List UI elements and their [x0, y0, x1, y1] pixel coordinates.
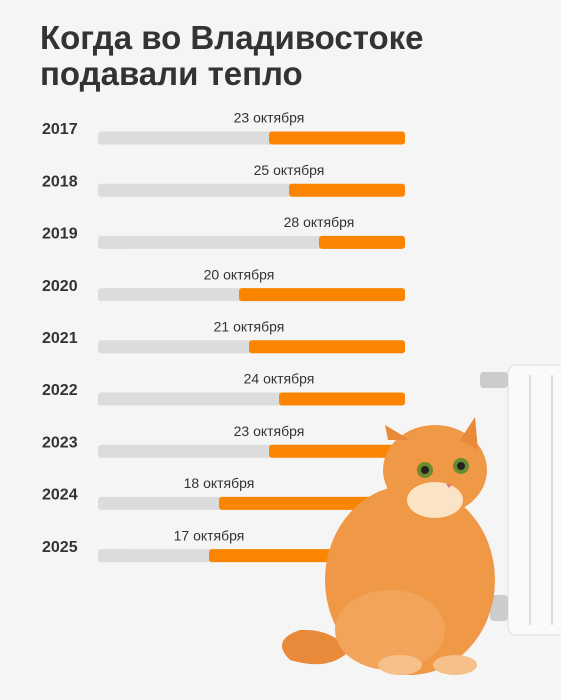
value-label: 28 октября: [284, 214, 355, 230]
year-label: 2018: [42, 173, 78, 190]
value-label: 20 октября: [204, 266, 275, 282]
year-label: 2024: [42, 487, 78, 504]
value-label: 21 октября: [214, 319, 285, 335]
value-label: 25 октября: [254, 162, 325, 178]
bar: [269, 131, 405, 145]
radiator: [480, 364, 561, 636]
chart-title: Когда во Владивостоке подавали тепло: [40, 19, 424, 92]
value-label: 17 октября: [174, 527, 245, 543]
year-label: 2019: [42, 226, 78, 243]
year-label: 2023: [42, 434, 78, 451]
year-label: 2022: [42, 382, 78, 399]
value-label: 18 октября: [184, 475, 255, 491]
value-label: 24 октября: [244, 371, 315, 387]
bar: [269, 444, 405, 458]
bar: [319, 235, 405, 249]
bar: [239, 288, 405, 302]
year-label: 2025: [42, 539, 78, 556]
bar: [289, 183, 405, 197]
year-label: 2020: [42, 278, 78, 295]
value-label: 23 октября: [234, 423, 305, 439]
cat-illustration: [282, 417, 495, 675]
bar: [279, 392, 405, 406]
value-label: 23 октября: [234, 110, 305, 126]
bar: [249, 340, 405, 354]
year-label: 2017: [42, 121, 78, 138]
year-label: 2021: [42, 330, 78, 347]
